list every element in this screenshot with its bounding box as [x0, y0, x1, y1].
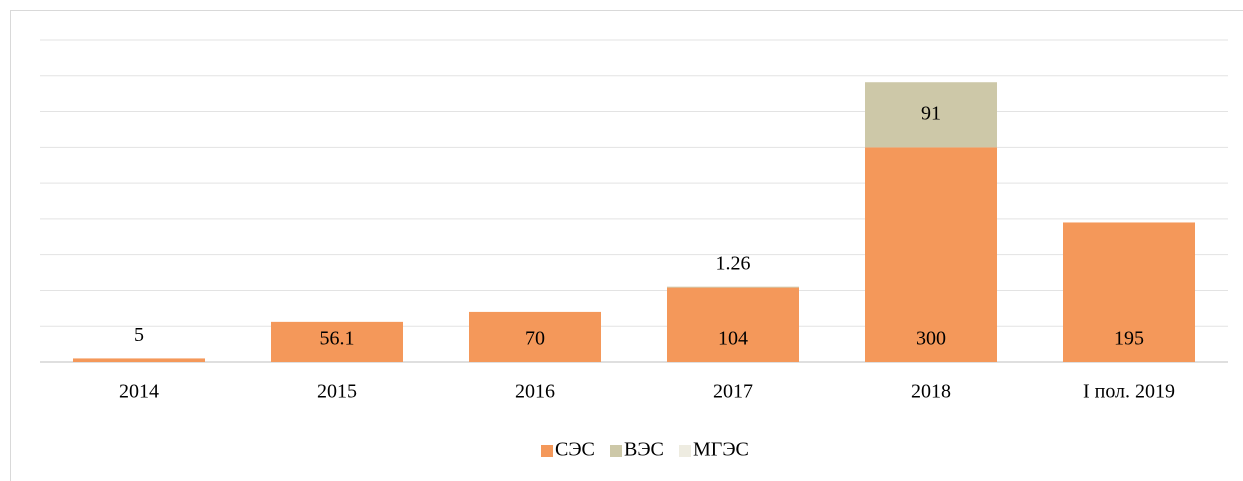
x-tick-label: 2018	[911, 381, 951, 403]
bar-segment	[865, 147, 997, 362]
legend-label: СЭС	[555, 439, 595, 461]
data-label: 56.1	[320, 328, 355, 350]
data-label: 91	[921, 102, 941, 124]
x-tick-label: 2017	[713, 381, 753, 403]
x-tick-label: 2015	[317, 381, 357, 403]
bar-segment	[865, 82, 997, 148]
x-tick-label: I пол. 2019	[1083, 381, 1175, 403]
data-label: 195	[1114, 328, 1144, 350]
data-label: 70	[525, 328, 545, 350]
bar-segment	[73, 358, 205, 362]
data-label: 104	[718, 328, 748, 350]
legend-label: ВЭС	[624, 439, 664, 461]
x-tick-label: 2016	[515, 381, 555, 403]
data-label: 300	[916, 328, 946, 350]
data-label: 5	[134, 324, 144, 346]
bar-segment	[667, 287, 799, 362]
bar-segment	[1063, 222, 1195, 362]
bar-segment	[667, 286, 799, 288]
bar-segment	[469, 311, 601, 362]
legend-swatch	[541, 445, 553, 457]
chart-border	[10, 10, 1243, 481]
legend-swatch	[679, 445, 691, 457]
x-tick-label: 2014	[119, 381, 159, 403]
legend-label: МГЭС	[693, 439, 749, 461]
legend-swatch	[610, 445, 622, 457]
bar-segment	[271, 321, 403, 362]
data-label: 1.26	[716, 252, 751, 274]
